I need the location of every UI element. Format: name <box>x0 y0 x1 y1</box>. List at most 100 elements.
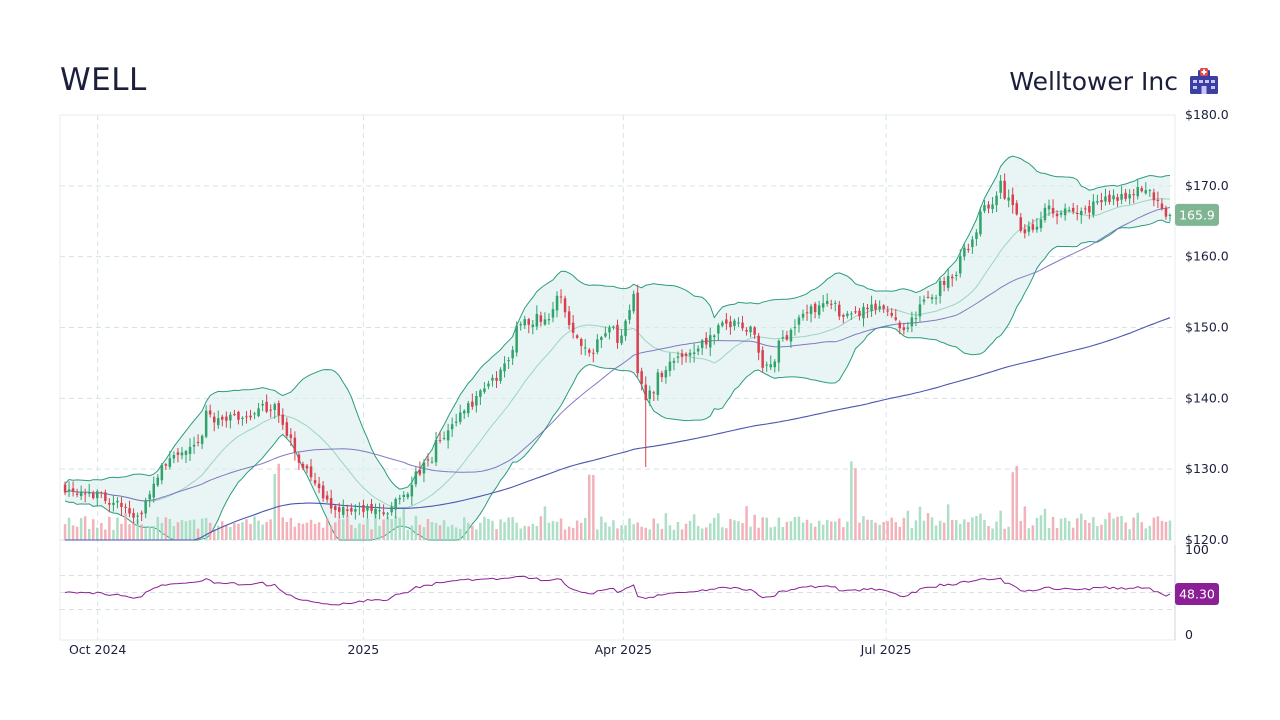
volume-bar <box>741 523 744 540</box>
candle-body <box>600 337 603 340</box>
volume-bar <box>1039 515 1043 540</box>
volume-bar <box>233 523 236 540</box>
volume-bar <box>124 513 127 540</box>
candle-body <box>632 293 635 312</box>
volume-bar <box>914 520 918 540</box>
volume-bar <box>108 516 111 540</box>
volume-bar <box>1100 524 1103 540</box>
volume-bar <box>826 520 829 540</box>
candle-body <box>729 321 732 328</box>
volume-bar <box>1043 508 1047 540</box>
candle-body <box>717 325 720 334</box>
volume-bar <box>902 517 906 540</box>
candle-body <box>870 304 873 312</box>
volume-bar <box>963 519 966 540</box>
candle-body <box>1124 192 1127 199</box>
candle-body <box>305 465 309 469</box>
candle-body <box>1067 210 1071 211</box>
volume-bar <box>575 520 579 540</box>
candle-body <box>124 506 127 508</box>
candle-body <box>648 390 651 399</box>
candle-body <box>454 421 458 423</box>
volume-bar <box>1019 520 1022 540</box>
volume-bar <box>785 521 789 540</box>
candle-body <box>382 512 385 515</box>
volume-bar <box>1047 528 1051 540</box>
candle-body <box>753 327 756 335</box>
candle-body <box>700 340 704 348</box>
hospital-building-icon <box>1190 68 1218 94</box>
price-tick-label: $160.0 <box>1185 249 1229 264</box>
volume-bar <box>370 529 373 540</box>
candle-body <box>821 303 825 308</box>
candle-body <box>370 504 373 511</box>
volume-bar <box>866 519 869 540</box>
volume-bar <box>713 517 716 540</box>
volume-bar <box>531 523 535 540</box>
candle-body <box>293 437 297 453</box>
candle-body <box>620 335 623 344</box>
volume-bar <box>100 523 103 540</box>
volume-bar <box>241 522 244 540</box>
volume-bar <box>1059 518 1063 540</box>
volume-bar <box>834 521 837 540</box>
candle-body <box>539 315 543 322</box>
candle-body <box>1051 207 1055 214</box>
candle-body <box>184 451 188 455</box>
volume-bar <box>604 522 607 540</box>
candle-body <box>773 361 776 368</box>
volume-bar <box>813 526 817 540</box>
candle-body <box>959 256 962 274</box>
candle-body <box>414 471 418 485</box>
candle-body <box>567 311 571 325</box>
candle-body <box>1088 206 1091 213</box>
candle-body <box>713 335 716 338</box>
volume-bar <box>705 527 708 540</box>
volume-bar <box>334 522 337 540</box>
candle-body <box>1059 212 1063 215</box>
volume-bar <box>422 527 426 540</box>
candle-body <box>1092 201 1095 215</box>
volume-bar <box>225 525 228 540</box>
volume-bar <box>265 522 268 540</box>
candle-body <box>104 492 107 501</box>
volume-bar <box>652 518 655 540</box>
volume-bar <box>192 519 196 540</box>
candle-body <box>217 418 220 426</box>
volume-bar <box>1148 525 1152 540</box>
candle-body <box>696 348 700 352</box>
candle-body <box>1164 208 1168 217</box>
candle-body <box>321 485 325 499</box>
candle-body <box>926 296 930 298</box>
candle-body <box>402 494 405 497</box>
candle-body <box>213 416 216 423</box>
candle-body <box>442 438 446 439</box>
candle-body <box>245 416 248 418</box>
volume-bar <box>144 528 147 540</box>
candle-body <box>180 452 184 456</box>
volume-bar <box>1071 527 1075 540</box>
volume-bar <box>858 522 861 540</box>
volume-bar <box>563 529 567 540</box>
candle-body <box>793 327 797 329</box>
volume-bar <box>777 517 781 540</box>
candle-body <box>563 298 567 313</box>
volume-bar <box>350 524 353 540</box>
volume-bar <box>83 516 87 540</box>
volume-bar <box>269 519 272 540</box>
candle-body <box>628 310 631 320</box>
candle-body <box>910 317 914 327</box>
candle-body <box>1128 194 1131 199</box>
volume-bar <box>116 517 119 540</box>
candle-body <box>688 352 692 356</box>
volume-bar <box>180 520 184 540</box>
candle-body <box>987 204 990 209</box>
candle-body <box>479 390 482 397</box>
volume-bar <box>999 510 1002 540</box>
volume-bar <box>664 513 668 540</box>
candle-body <box>221 416 224 420</box>
volume-bar <box>1164 521 1168 540</box>
last-price-label: 165.9 <box>1179 207 1215 222</box>
candle-body <box>991 204 994 209</box>
